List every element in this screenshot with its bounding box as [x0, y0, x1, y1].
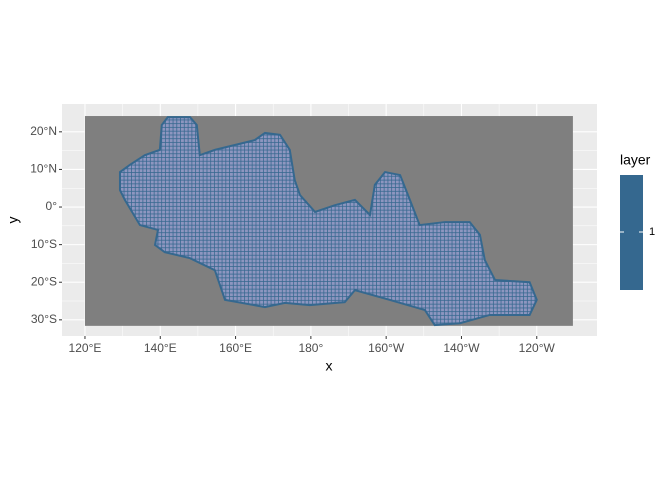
legend-label: 1	[649, 226, 655, 238]
y-tick-label: 10°N	[30, 162, 57, 176]
y-tick-label: 0°	[46, 199, 58, 213]
legend-title: layer	[620, 152, 651, 168]
x-tick-label: 160°W	[368, 341, 405, 355]
x-tick-label: 140°W	[443, 341, 480, 355]
y-axis-title: y	[5, 217, 21, 224]
x-axis-title: x	[326, 358, 333, 374]
y-tick-label: 20°S	[31, 274, 57, 288]
raster-region	[118, 116, 538, 327]
legend-colorbar	[620, 175, 643, 290]
y-tick-label: 10°S	[31, 237, 57, 251]
x-tick-label: 160°E	[219, 341, 252, 355]
y-tick-label: 30°S	[31, 312, 57, 326]
y-tick-label: 20°N	[30, 124, 57, 138]
x-tick-label: 120°E	[69, 341, 102, 355]
x-tick-label: 120°W	[519, 341, 556, 355]
x-tick-label: 180°	[298, 341, 323, 355]
x-tick-label: 140°E	[144, 341, 177, 355]
